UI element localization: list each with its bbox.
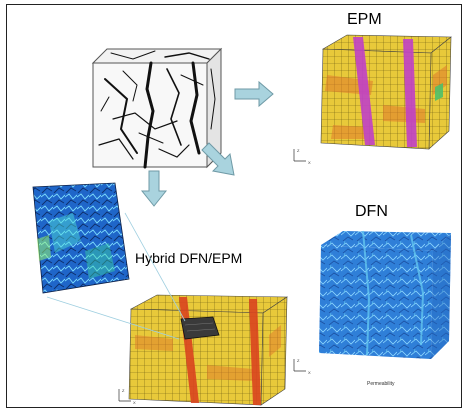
hybrid-axis-x-label: X — [133, 400, 136, 405]
hybrid-axis-triad — [118, 389, 131, 402]
dfn-axis-z-label: Z — [297, 358, 300, 363]
dfn-axis-x-label: X — [308, 370, 311, 375]
hybrid-label: Hybrid DFN/EPM — [135, 250, 243, 266]
dfn-block — [319, 230, 451, 359]
dfn-label: DFN — [355, 203, 388, 220]
epm-grid-block — [320, 34, 452, 150]
dfn-axis-triad — [293, 359, 306, 372]
epm-label: EPM — [347, 11, 382, 28]
diagram-frame: EPM Z X DFN — [6, 4, 462, 408]
epm-axis-z-label: Z — [297, 148, 300, 153]
epm-axis-triad — [293, 149, 306, 162]
hybrid-dfn-subvolume — [32, 182, 130, 294]
connector-lines — [46, 212, 186, 340]
hybrid-axis-z-label: Z — [122, 388, 125, 393]
arrow-to-dfn-icon — [201, 142, 235, 176]
permeability-caption: Permeability — [367, 381, 395, 387]
arrow-to-epm-icon — [234, 80, 274, 108]
arrow-to-hybrid-icon — [140, 170, 168, 207]
hybrid-epm-block — [128, 294, 288, 406]
fracture-cube-sketch — [91, 47, 223, 169]
epm-axis-x-label: X — [308, 160, 311, 165]
